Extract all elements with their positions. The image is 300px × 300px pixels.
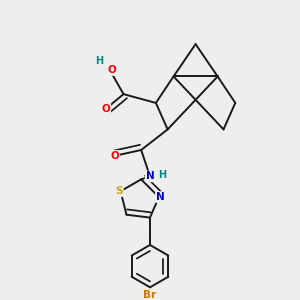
Text: S: S (116, 186, 123, 196)
Text: O: O (101, 104, 110, 114)
Text: N: N (156, 192, 165, 202)
Text: H: H (95, 56, 104, 66)
Text: Br: Br (143, 290, 157, 300)
Text: H: H (158, 170, 166, 180)
Text: O: O (107, 65, 116, 75)
Text: O: O (110, 151, 119, 161)
Text: N: N (146, 171, 154, 182)
